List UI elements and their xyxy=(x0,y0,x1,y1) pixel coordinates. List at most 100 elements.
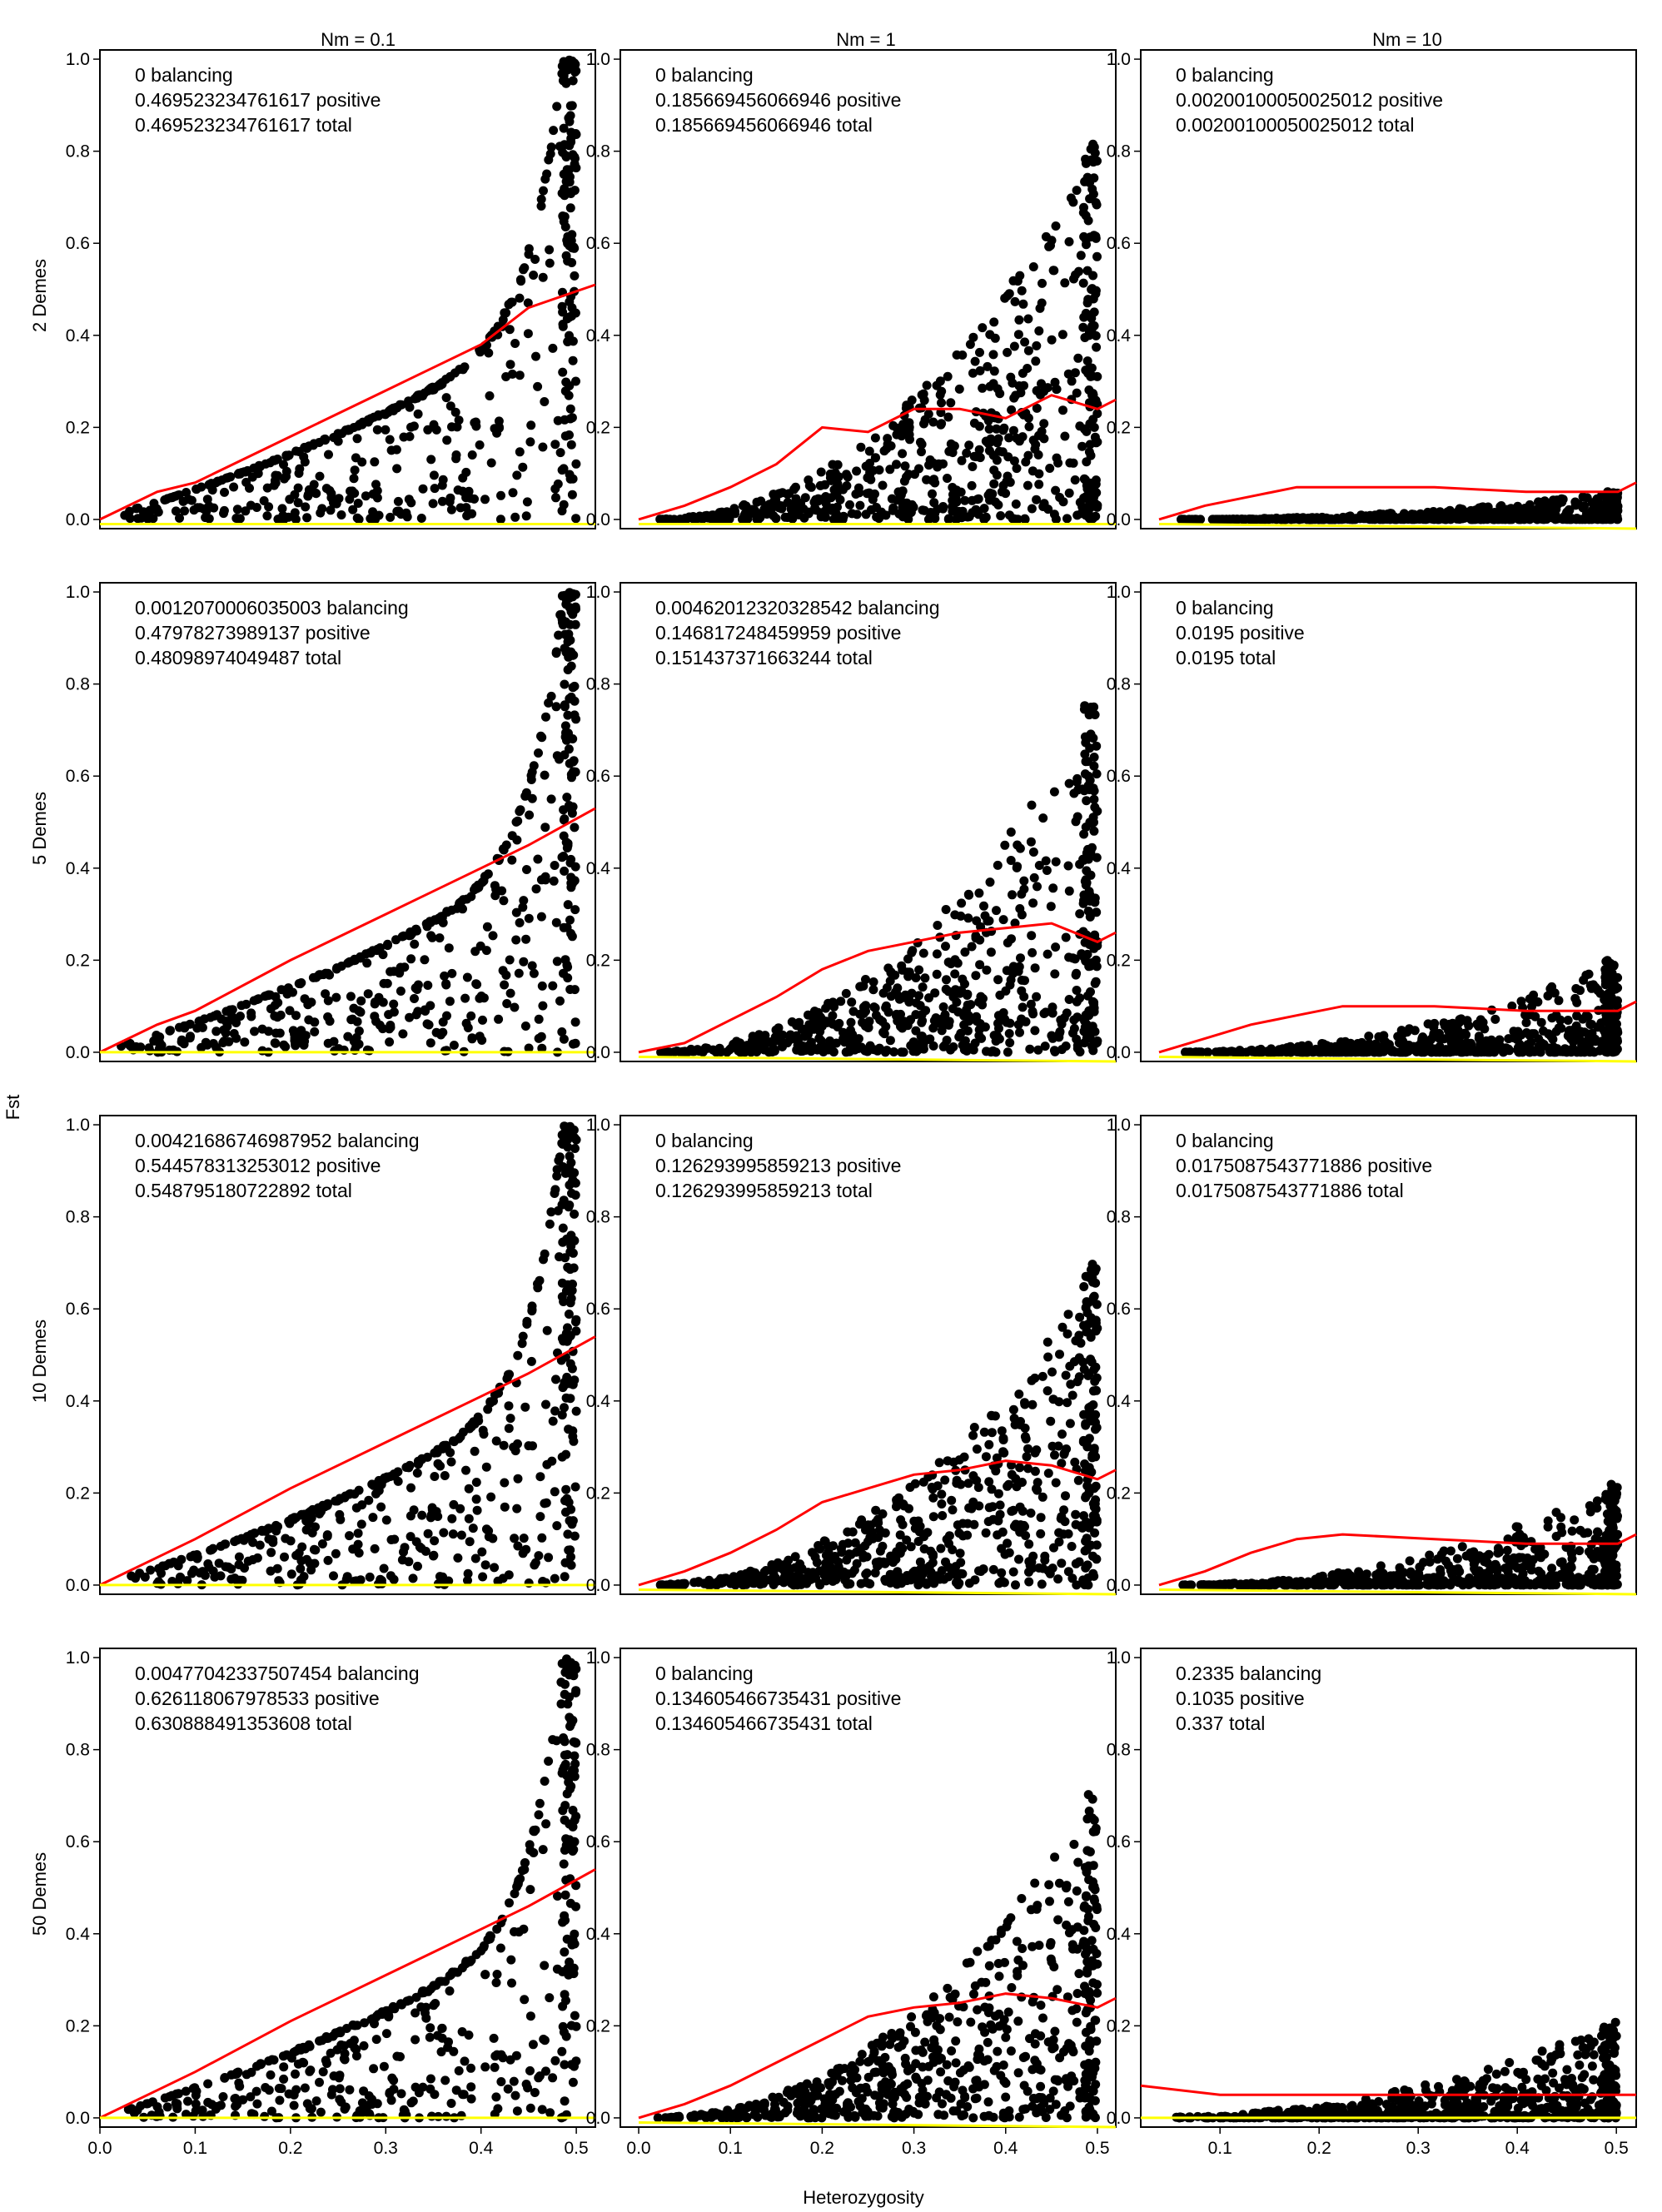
data-point xyxy=(1009,341,1019,351)
data-point xyxy=(1051,221,1061,231)
data-point xyxy=(1005,1038,1015,1047)
data-point xyxy=(418,484,428,494)
data-point xyxy=(525,810,535,820)
data-point xyxy=(526,1356,536,1366)
data-point xyxy=(1088,1400,1098,1409)
data-point xyxy=(1455,1015,1465,1025)
data-point xyxy=(1604,972,1614,982)
data-point xyxy=(949,441,959,451)
data-point xyxy=(938,1014,948,1024)
data-point xyxy=(846,1017,856,1027)
data-point xyxy=(1087,363,1097,373)
data-point xyxy=(386,1571,396,1581)
data-point xyxy=(915,1001,925,1011)
data-point xyxy=(559,922,569,932)
data-point xyxy=(391,935,401,945)
data-point xyxy=(353,1529,363,1538)
data-point xyxy=(551,917,561,927)
data-point xyxy=(1085,818,1095,828)
data-point xyxy=(1474,1021,1484,1031)
data-point xyxy=(515,447,525,457)
data-point xyxy=(868,977,878,987)
data-point xyxy=(304,1508,314,1518)
data-point xyxy=(970,356,980,366)
data-point xyxy=(430,484,440,494)
data-point xyxy=(1091,1315,1101,1325)
data-point xyxy=(1057,1045,1067,1055)
data-point xyxy=(299,1040,309,1050)
data-point xyxy=(409,1505,419,1515)
data-point xyxy=(1070,475,1080,485)
y-tick-label: 0.8 xyxy=(1107,142,1131,162)
data-point xyxy=(392,464,402,474)
data-point xyxy=(875,1015,885,1025)
data-point xyxy=(527,767,537,777)
data-point xyxy=(790,1552,800,1562)
data-point xyxy=(1034,480,1044,490)
data-point xyxy=(759,1567,769,1577)
data-point xyxy=(920,1563,930,1573)
y-tick-label: 0.2 xyxy=(66,1484,90,1503)
data-point xyxy=(486,1492,496,1502)
data-point xyxy=(953,1571,963,1581)
data-point xyxy=(1600,966,1610,976)
data-point xyxy=(1080,877,1090,887)
data-point xyxy=(381,1473,391,1483)
data-point xyxy=(1008,276,1018,286)
data-point xyxy=(317,504,327,514)
data-point xyxy=(264,1534,274,1544)
data-point xyxy=(1092,399,1102,409)
data-point xyxy=(1507,1002,1517,1011)
data-point xyxy=(993,1489,1003,1499)
red-quantile-line xyxy=(99,807,596,1054)
data-point xyxy=(1087,1273,1097,1283)
data-point xyxy=(804,475,814,485)
data-point xyxy=(904,997,914,1007)
data-point xyxy=(352,434,362,444)
data-point xyxy=(564,113,574,123)
data-point xyxy=(1014,1389,1024,1399)
data-point xyxy=(293,1035,303,1045)
data-point xyxy=(1042,1337,1052,1347)
data-point xyxy=(878,1509,888,1519)
data-point xyxy=(953,1580,963,1590)
data-point xyxy=(940,1475,950,1485)
data-point xyxy=(843,1527,853,1537)
data-point xyxy=(336,962,346,971)
data-point xyxy=(521,511,531,521)
data-point xyxy=(1049,787,1059,797)
data-point xyxy=(1084,1411,1094,1420)
data-point xyxy=(423,425,433,435)
data-point xyxy=(571,459,581,469)
data-point xyxy=(910,1479,920,1489)
data-point xyxy=(1429,1022,1439,1032)
data-point xyxy=(531,884,541,894)
data-point xyxy=(1008,1404,1018,1414)
y-tick-label: 0.6 xyxy=(586,234,610,253)
data-point xyxy=(570,271,580,281)
data-point xyxy=(474,882,484,892)
data-point xyxy=(1040,1555,1050,1565)
panel-annotation: 0.0012070006035003 balancing xyxy=(135,597,409,619)
data-point xyxy=(1092,251,1102,261)
data-point xyxy=(933,1481,943,1491)
data-point xyxy=(274,1576,284,1586)
data-point xyxy=(510,339,520,348)
y-tick-label: 0.6 xyxy=(1107,234,1131,253)
data-point xyxy=(1571,984,1581,993)
data-point xyxy=(917,1031,927,1041)
data-point xyxy=(337,429,347,439)
data-point xyxy=(291,1550,301,1560)
data-point xyxy=(1089,307,1099,317)
data-point xyxy=(1571,1021,1581,1031)
data-point xyxy=(550,1573,560,1583)
data-point xyxy=(924,460,933,470)
data-point xyxy=(816,467,826,477)
data-point xyxy=(534,748,543,758)
data-point xyxy=(916,1575,925,1585)
data-point xyxy=(1027,931,1037,941)
data-point xyxy=(833,1557,843,1567)
data-point xyxy=(323,996,333,1006)
data-point xyxy=(1373,511,1383,521)
data-point xyxy=(842,481,852,490)
